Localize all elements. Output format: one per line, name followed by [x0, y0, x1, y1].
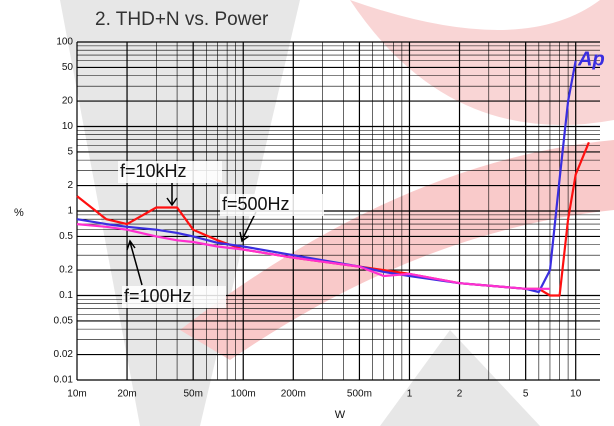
chart-title: 2. THD+N vs. Power: [95, 9, 269, 30]
logo: Ap: [577, 48, 605, 70]
y-tick-label: 100: [56, 37, 73, 48]
x-tick-label: 500m: [347, 389, 372, 400]
watermark: [60, 0, 614, 426]
y-tick-label: 0.1: [59, 290, 73, 301]
series-annotation: f=100Hz: [124, 286, 192, 306]
x-tick-label: 20m: [117, 389, 136, 400]
y-tick-label: 10: [62, 121, 74, 132]
y-tick-label: 0.02: [54, 349, 74, 360]
y-tick-label: 20: [62, 96, 74, 107]
x-tick-label: 5: [523, 389, 529, 400]
x-tick-label: 1: [407, 389, 413, 400]
y-tick-label: 5: [67, 147, 73, 158]
annotation-background: [122, 286, 226, 308]
y-tick-label: 0.2: [59, 265, 73, 276]
x-tick-label: 10: [570, 389, 582, 400]
y-axis-label: %: [14, 207, 24, 219]
annotation-arrows: [126, 183, 257, 286]
x-axis-label: W: [335, 409, 346, 421]
series-annotation: f=10kHz: [120, 161, 187, 181]
y-tick-label: 1: [67, 206, 73, 217]
y-tick-label: 0.01: [54, 375, 74, 386]
y-tick-label: 0.05: [54, 316, 74, 327]
y-tick-label: 50: [62, 62, 74, 73]
y-tick-label: 2: [67, 180, 73, 191]
x-tick-label: 100m: [231, 389, 256, 400]
x-tick-label: 200m: [281, 389, 306, 400]
x-tick-label: 10m: [67, 389, 86, 400]
x-tick-label: 2: [457, 389, 463, 400]
annotation-background: [118, 161, 222, 183]
series-annotation: f=500Hz: [222, 194, 290, 214]
series-line: [76, 223, 550, 290]
annotation-background: [220, 194, 324, 216]
y-tick-label: 0.5: [59, 231, 73, 242]
x-tick-label: 50m: [183, 389, 202, 400]
